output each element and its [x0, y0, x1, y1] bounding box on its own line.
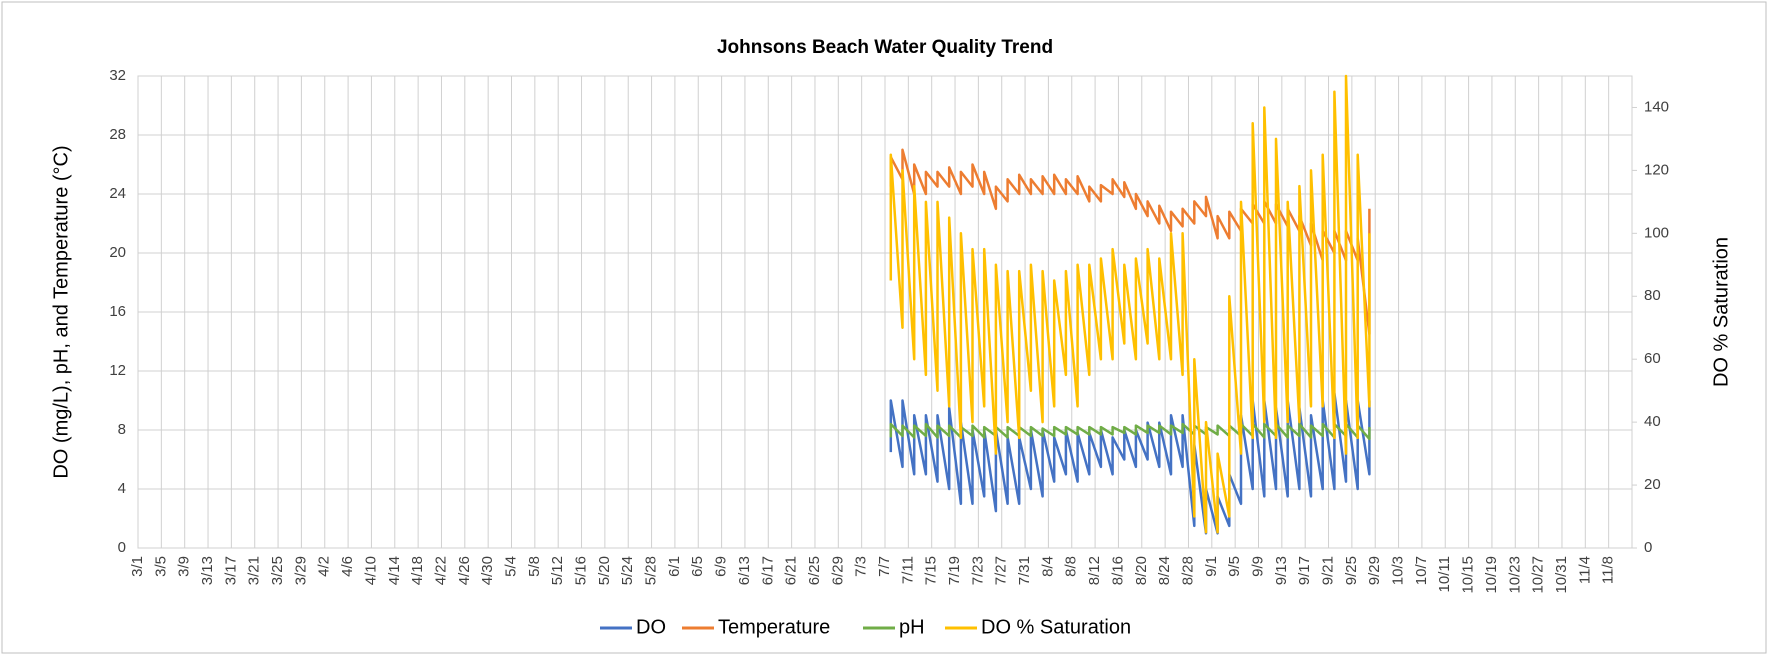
x-tick-label: 7/19 [946, 556, 963, 585]
x-tick-label: 9/29 [1366, 556, 1383, 585]
x-tick-label: 9/17 [1296, 556, 1313, 585]
x-tick-label: 7/15 [923, 556, 940, 585]
x-tick-label: 5/28 [643, 556, 660, 585]
y-tick-label: 20 [109, 244, 126, 261]
y2-tick-label: 40 [1644, 413, 1661, 430]
x-tick-label: 3/5 [152, 556, 169, 577]
x-tick-label: 5/20 [596, 556, 613, 585]
x-tick-label: 10/19 [1483, 556, 1500, 594]
x-tick-label: 3/25 [269, 556, 286, 585]
x-tick-label: 4/10 [362, 556, 379, 585]
x-tick-label: 8/16 [1109, 556, 1126, 585]
x-tick-label: 7/31 [1016, 556, 1033, 585]
x-tick-label: 6/25 [806, 556, 823, 585]
x-tick-label: 4/22 [432, 556, 449, 585]
x-tick-label: 10/7 [1413, 556, 1430, 585]
x-tick-label: 4/14 [386, 556, 403, 585]
x-tick-label: 5/4 [502, 556, 519, 577]
legend-label: DO [636, 616, 666, 638]
x-tick-label: 10/3 [1390, 556, 1407, 585]
y2-tick-label: 60 [1644, 350, 1661, 367]
x-tick-label: 3/29 [292, 556, 309, 585]
x-tick-label: 7/11 [899, 556, 916, 584]
x-tick-label: 7/23 [969, 556, 986, 585]
x-tick-label: 10/27 [1530, 556, 1547, 594]
x-tick-label: 4/30 [479, 556, 496, 585]
x-tick-label: 5/8 [526, 556, 543, 577]
x-tick-label: 8/8 [1063, 556, 1080, 577]
y-tick-label: 8 [118, 421, 126, 438]
y-tick-label: 16 [109, 303, 126, 320]
y-tick-label: 32 [109, 67, 126, 84]
x-tick-label: 3/9 [176, 556, 193, 577]
x-tick-label: 6/13 [736, 556, 753, 585]
y-tick-label: 12 [109, 362, 126, 379]
chart-title: Johnsons Beach Water Quality Trend [717, 37, 1053, 58]
x-tick-label: 9/21 [1320, 556, 1337, 585]
x-tick-label: 8/24 [1156, 556, 1173, 585]
y2-tick-label: 100 [1644, 224, 1669, 241]
series-line [889, 74, 1371, 534]
y-tick-label: 24 [109, 185, 126, 202]
x-tick-label: 11/4 [1576, 556, 1593, 584]
legend-label: pH [899, 616, 925, 638]
x-tick-label: 11/8 [1600, 556, 1617, 584]
x-tick-label: 3/13 [199, 556, 216, 585]
x-tick-label: 8/4 [1039, 556, 1056, 577]
x-tick-label: 4/2 [316, 556, 333, 577]
y2-tick-label: 20 [1644, 476, 1661, 493]
y-tick-label: 4 [118, 480, 126, 497]
x-tick-label: 4/6 [339, 556, 356, 577]
x-tick-label: 5/12 [549, 556, 566, 585]
y2-tick-label: 0 [1644, 539, 1652, 556]
x-tick-label: 3/21 [246, 556, 263, 585]
x-tick-label: 4/26 [456, 556, 473, 585]
x-tick-label: 6/17 [759, 556, 776, 585]
series-line [889, 391, 1371, 535]
x-tick-label: 8/20 [1133, 556, 1150, 585]
x-tick-label: 10/23 [1506, 556, 1523, 594]
x-tick-label: 9/1 [1203, 556, 1220, 577]
x-tick-label: 6/5 [689, 556, 706, 577]
plot-frame [137, 75, 1633, 549]
x-tick-label: 3/17 [222, 556, 239, 585]
legend-label: Temperature [718, 616, 830, 638]
x-tick-label: 5/24 [619, 556, 636, 585]
x-tick-label: 7/7 [876, 556, 893, 577]
series-line [889, 422, 1371, 441]
x-tick-label: 4/18 [409, 556, 426, 585]
x-tick-label: 8/28 [1179, 556, 1196, 585]
x-tick-label: 10/11 [1436, 556, 1453, 592]
x-tick-label: 9/25 [1343, 556, 1360, 585]
y-tick-label: 28 [109, 126, 126, 143]
x-tick-label: 8/12 [1086, 556, 1103, 585]
x-tick-label: 6/9 [713, 556, 730, 577]
x-tick-label: 7/3 [853, 556, 870, 577]
y2-tick-label: 140 [1644, 98, 1669, 115]
y-axis-title: DO (mg/L), pH, and Temperature (°C) [50, 145, 72, 478]
x-tick-label: 10/31 [1553, 556, 1570, 594]
y2-axis-title: DO % Saturation [1710, 237, 1732, 387]
x-tick-label: 7/27 [993, 556, 1010, 585]
y2-tick-label: 120 [1644, 161, 1669, 178]
y-tick-label: 0 [118, 539, 126, 556]
x-tick-label: 6/21 [783, 556, 800, 585]
y2-tick-label: 80 [1644, 287, 1661, 304]
x-tick-label: 5/16 [573, 556, 590, 585]
x-tick-label: 6/29 [829, 556, 846, 585]
series-line [889, 148, 1371, 336]
x-tick-label: 6/1 [666, 556, 683, 577]
legend-label: DO % Saturation [981, 616, 1131, 638]
x-tick-label: 3/1 [129, 556, 146, 577]
x-tick-label: 9/13 [1273, 556, 1290, 585]
x-tick-label: 9/5 [1226, 556, 1243, 577]
x-tick-label: 10/15 [1460, 556, 1477, 594]
x-tick-label: 9/9 [1249, 556, 1266, 577]
